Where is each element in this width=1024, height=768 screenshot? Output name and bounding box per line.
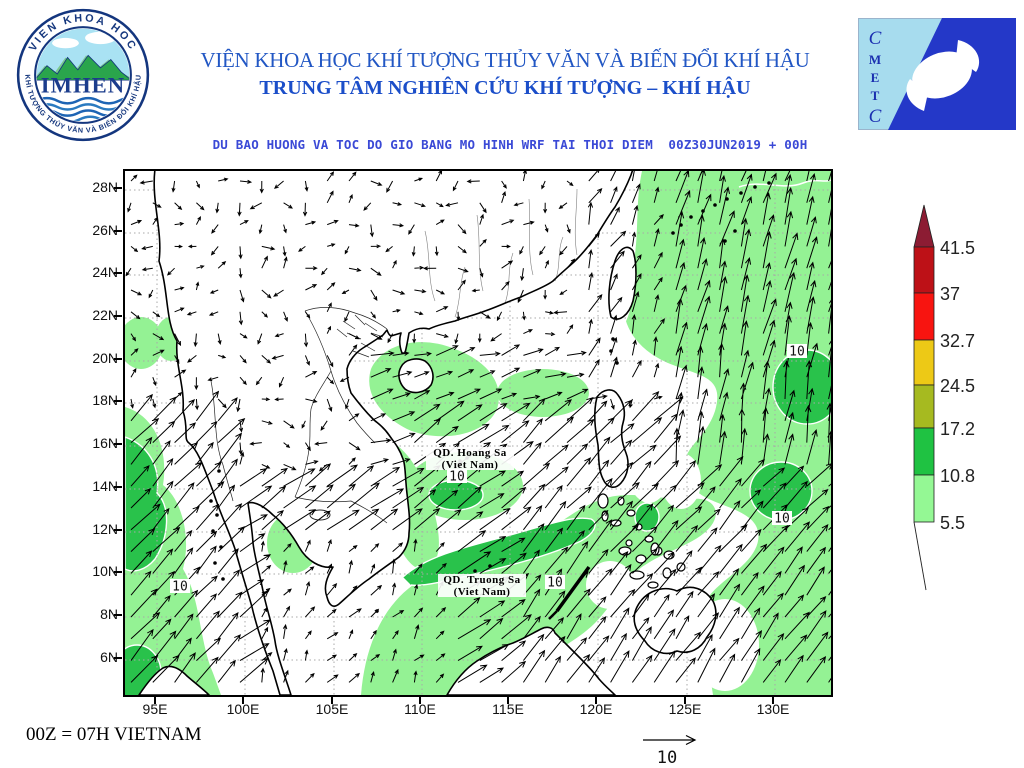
lat-label-12N: 12N [92, 521, 118, 537]
lat-label-16N: 16N [92, 435, 118, 451]
lon-label-95E: 95E [142, 701, 168, 717]
legend-tail [913, 521, 927, 591]
lat-label-24N: 24N [92, 264, 118, 280]
china-province-lines [424, 188, 578, 318]
svg-text:10: 10 [789, 345, 805, 360]
lat-tick [114, 529, 122, 531]
lat-tick [114, 486, 122, 488]
lon-label-115E: 115E [492, 701, 524, 717]
svg-text:E: E [871, 70, 880, 85]
forecast-subtitle: DU BAO HUONG VA TOC DO GIO BANG MO HINH … [212, 137, 808, 152]
legend-cell [913, 474, 935, 523]
legend-value: 37 [940, 284, 960, 304]
wind-arrows-layer [125, 171, 831, 683]
lat-label-22N: 22N [92, 307, 118, 323]
lat-tick [114, 614, 122, 616]
lon-label-120E: 120E [579, 701, 613, 717]
svg-text:10: 10 [172, 580, 188, 595]
lat-label-26N: 26N [92, 222, 118, 238]
svg-text:(Viet Nam): (Viet Nam) [442, 459, 499, 471]
cmetc-logo: C M E T C [858, 18, 1016, 130]
center-title: TRUNG TÂM NGHIÊN CỨU KHÍ TƯỢNG – KHÍ HẬU [259, 77, 751, 99]
svg-text:QD. Truong Sa: QD. Truong Sa [443, 574, 520, 586]
legend-cell [913, 384, 935, 429]
lon-label-100E: 100E [226, 701, 260, 717]
svg-text:M: M [869, 52, 881, 67]
lat-tick [114, 443, 122, 445]
lat-label-8N: 8N [100, 606, 118, 622]
legend-cell [913, 339, 935, 386]
label-hoang-sa: QD. Hoang Sa(Viet Nam) [426, 447, 514, 471]
lon-tick [242, 697, 244, 704]
lat-label-10N: 10N [92, 563, 118, 579]
lat-label-20N: 20N [92, 350, 118, 366]
isotach-labels: 10 10 10 10 10 [170, 344, 807, 595]
svg-text:C: C [869, 106, 882, 127]
reference-wind-arrow: 10 [643, 734, 697, 768]
wind-speed-legend: 41.5 37 32.7 24.5 17.2 10.8 5.5 [913, 204, 975, 591]
lon-label-105E: 105E [315, 701, 349, 717]
svg-text:10: 10 [774, 512, 790, 527]
svg-text:10: 10 [547, 576, 563, 591]
label-truong-sa: QD. Truong Sa(Viet Nam) [438, 574, 526, 598]
lat-tick [114, 272, 122, 274]
cmetc-letters: C M E T C [869, 28, 882, 127]
legend-cell [913, 292, 935, 341]
svg-text:10: 10 [449, 470, 465, 485]
lon-label-130E: 130E [756, 701, 790, 717]
legend-cell [913, 246, 935, 294]
legend-value: 32.7 [940, 331, 975, 351]
lat-tick [114, 358, 122, 360]
header: VIỆN KHOA HỌC KHÍ TƯỢNG THỦY VĂN VÀ BIẾN… [150, 48, 860, 100]
svg-text:QD. Hoang Sa: QD. Hoang Sa [433, 447, 507, 459]
lon-tick [154, 697, 156, 704]
lat-tick [114, 187, 122, 189]
lon-label-125E: 125E [668, 701, 702, 717]
legend-triangle [913, 204, 935, 248]
lat-tick [114, 315, 122, 317]
lat-tick [114, 400, 122, 402]
lon-tick [331, 697, 333, 704]
legend-value: 10.8 [940, 466, 975, 486]
lon-tick [507, 697, 509, 704]
imhen-logo: IMHEN VIEN KHOA HOC KHÍ TƯỢNG THỦY VĂN V… [16, 8, 150, 142]
cmetc-s-shape [906, 40, 980, 111]
institute-title: VIỆN KHOA HỌC KHÍ TƯỢNG THỦY VĂN VÀ BIẾN… [200, 48, 810, 72]
legend-value: 41.5 [940, 238, 975, 258]
svg-text:C: C [869, 28, 882, 49]
lat-label-18N: 18N [92, 392, 118, 408]
legend-value: 5.5 [940, 513, 965, 533]
reference-arrow-label: 10 [657, 748, 677, 768]
lat-tick [114, 657, 122, 659]
imhen-wordmark: IMHEN [41, 73, 125, 98]
svg-text:T: T [871, 88, 880, 103]
legend-cell [913, 427, 935, 476]
lon-tick [772, 697, 774, 704]
lat-tick [114, 230, 122, 232]
legend-value: 24.5 [940, 376, 975, 396]
svg-text:(Viet Nam): (Viet Nam) [454, 586, 511, 598]
legend-value: 17.2 [940, 419, 975, 439]
lon-tick [595, 697, 597, 704]
lat-label-14N: 14N [92, 478, 118, 494]
lon-tick [419, 697, 421, 704]
lat-label-28N: 28N [92, 179, 118, 195]
lat-tick [114, 571, 122, 573]
lon-label-110E: 110E [404, 701, 436, 717]
time-note: 00Z = 07H VIETNAM [26, 724, 202, 745]
wind-map: 10 10 10 10 10 QD. Hoang Sa (Viet Nam) QD. Truo… [123, 169, 833, 697]
lat-label-6N: 6N [100, 649, 118, 665]
lon-tick [684, 697, 686, 704]
